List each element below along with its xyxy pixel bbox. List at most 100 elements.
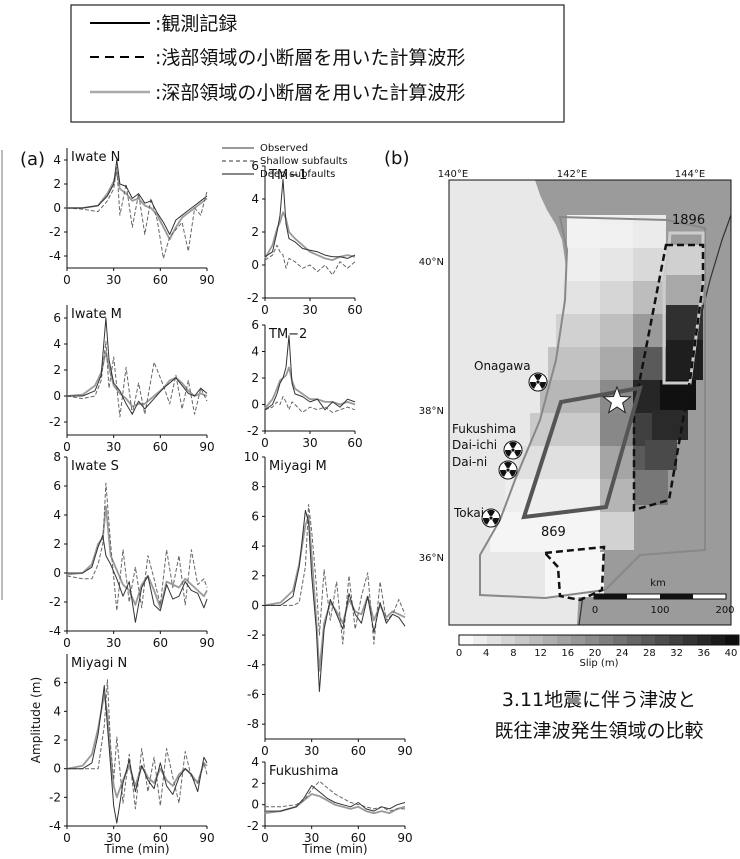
radiation-icon-blade [530, 382, 537, 389]
x-tick-label: 30 [106, 831, 121, 845]
map-border [448, 179, 732, 626]
colorbar-swatch [585, 635, 600, 645]
x-tick-label: 0 [63, 273, 71, 287]
y-tick-label: 6 [53, 676, 61, 690]
slip-cell [666, 275, 703, 305]
series-line [265, 785, 406, 812]
colorbar-tick-label: 36 [697, 648, 710, 659]
deep-region-outline [632, 243, 705, 512]
colorbar-swatch [501, 635, 516, 645]
lon-label-140: 140°E [438, 169, 468, 180]
slip-cell [633, 248, 666, 281]
slip-cell [633, 281, 666, 314]
x-tick-label: 30 [106, 273, 121, 287]
colorbar-swatch [641, 635, 656, 645]
y-tick-label: 0 [251, 398, 259, 412]
series-line [67, 171, 208, 241]
y-tick-label: -2 [49, 225, 61, 239]
y-tick-label: 2 [53, 177, 61, 191]
y-tick-label: -4 [49, 624, 61, 638]
radiation-icon-blade [505, 450, 512, 457]
colorbar-swatch [571, 635, 586, 645]
colorbar-swatch [711, 635, 726, 645]
slip-grid [490, 215, 703, 597]
slip-cell [600, 314, 633, 347]
lat-label-40: 40°N [419, 257, 444, 268]
y-tick-label: 0 [53, 201, 61, 215]
x-tick-label: 60 [347, 436, 362, 450]
series-line [67, 159, 208, 235]
radiation-icon-blade [487, 510, 495, 516]
colorbar-swatch [557, 635, 572, 645]
slip-cell [634, 470, 668, 505]
slip-cell [633, 413, 652, 446]
x-axis-label-left: Time (min) [103, 842, 169, 856]
place-tokai: Tokai [453, 506, 484, 520]
y-tick-label: -4 [49, 819, 61, 833]
x-tick-label: 60 [153, 273, 168, 287]
slip-cell [666, 245, 703, 275]
panel-a-legend: Observed Shallow subfaults Deep subfault… [222, 143, 348, 180]
colorbar-swatch [459, 635, 474, 645]
fault-outline [479, 215, 706, 600]
radiation-icon-blade [504, 462, 512, 468]
series-line [264, 396, 356, 413]
slip-colorbar: 0 4 8 12 16 20 24 28 32 36 40 [456, 634, 740, 659]
slip-map: 1896 869 Onagawa Fukushima Dai-ichi Dai-… [448, 179, 735, 626]
colorbar-tick-label: 8 [510, 648, 516, 659]
colorbar-swatch [473, 635, 488, 645]
y-tick-label: 0 [251, 598, 259, 612]
x-tick-label: 0 [261, 744, 269, 758]
subplot-title: TM−2 [268, 327, 307, 342]
series-line [66, 350, 208, 408]
x-tick-label: 90 [199, 831, 214, 845]
scale-unit: km [650, 578, 666, 589]
colorbar-label: Slip (m) [580, 658, 619, 669]
x-tick-label: 90 [397, 831, 412, 845]
y-tick-label: 8 [53, 450, 61, 464]
series-line [264, 211, 356, 262]
nuclear-plant-icons [481, 372, 548, 528]
y-tick-label: 4 [251, 192, 259, 206]
series-line [264, 244, 356, 276]
colorbar-frame [458, 634, 740, 646]
colorbar-swatch [655, 635, 670, 645]
subplot: -4 -2 0 2 4 6 8 0 30 60 90 Iwate S [49, 450, 215, 650]
top-legend-frame [70, 4, 565, 123]
place-daini: Dai-ni [452, 455, 487, 469]
y-tick-label: 4 [53, 153, 61, 167]
colorbar-swatch [613, 635, 628, 645]
y-tick-label: 4 [53, 508, 61, 522]
colorbar-tick-label: 4 [483, 648, 489, 659]
slip-cell [567, 215, 600, 248]
x-tick-label: 30 [106, 636, 121, 650]
y-tick-label: -2 [247, 291, 259, 305]
colorbar-tick-label: 28 [643, 648, 656, 659]
x-tick-label: 0 [63, 636, 71, 650]
slip-cell [545, 552, 604, 597]
y-tick-label: 8 [251, 480, 259, 494]
legend-label-observed: :観測記録 [155, 13, 237, 35]
mini-legend-deep: Deep subfaults [260, 169, 335, 180]
x-tick-label: 0 [63, 440, 71, 454]
slip-cell [600, 347, 633, 380]
y-tick-label: 0 [53, 566, 61, 580]
y-tick-label: 0 [53, 389, 61, 403]
slip-cell [666, 340, 703, 380]
series-line [264, 178, 356, 259]
lon-label-142: 142°E [557, 169, 587, 180]
series-line [265, 504, 406, 645]
radiation-icon-blade [539, 382, 546, 389]
y-tick-label: 4 [251, 755, 259, 769]
x-tick-label: 60 [347, 303, 362, 317]
panel-a-label: (a) [20, 149, 45, 170]
y-tick-label: -6 [247, 687, 259, 701]
series-line [265, 509, 406, 692]
subplot: -8 -6 -4 -2 0 2 4 6 8 10 0 30 60 90 Miyagi M [244, 450, 413, 758]
series-line [66, 340, 208, 418]
y-tick-label: -2 [247, 628, 259, 642]
